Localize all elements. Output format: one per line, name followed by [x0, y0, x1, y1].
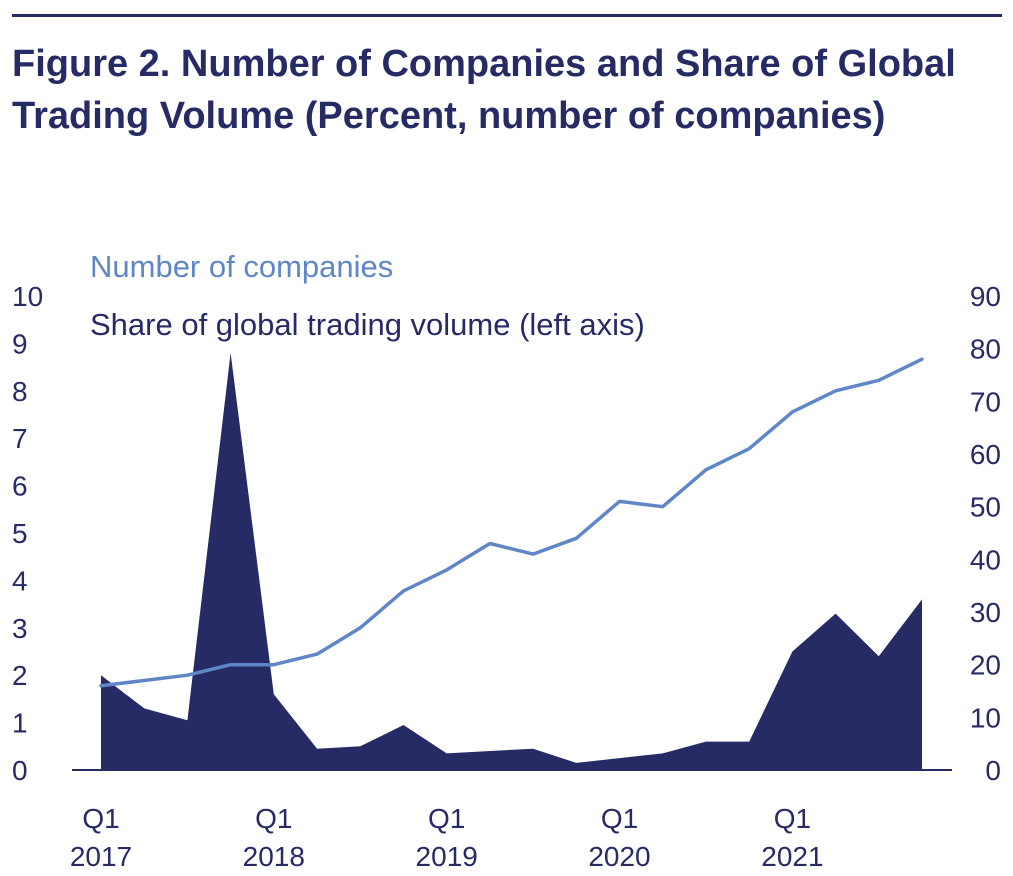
- right-axis-tick-label: 80: [970, 334, 1001, 365]
- right-axis-tick-label: 30: [970, 597, 1001, 628]
- figure-title: Figure 2. Number of Companies and Share …: [12, 43, 956, 137]
- right-axis-tick-label: 70: [970, 386, 1001, 417]
- right-axis-ticks: 0 10 20 30 40 50 60 70 80 90: [970, 281, 1001, 786]
- left-axis-tick-label: 5: [12, 518, 28, 549]
- left-axis-tick-label: 0: [12, 755, 28, 786]
- right-axis-tick-label: 60: [970, 439, 1001, 470]
- x-axis-tick-label: Q1: [774, 803, 811, 834]
- left-axis-tick-label: 9: [12, 328, 28, 359]
- x-axis-tick-label: 2018: [243, 841, 305, 872]
- left-axis-tick-label: 1: [12, 708, 28, 739]
- right-axis-tick-label: 20: [970, 650, 1001, 681]
- left-axis-tick-label: 3: [12, 613, 28, 644]
- right-axis-tick-label: 40: [970, 544, 1001, 575]
- series-area-share-of-global-trading-volume: [101, 352, 922, 770]
- x-axis-tick-label: Q1: [428, 803, 465, 834]
- right-axis-tick-label: 0: [985, 755, 1001, 786]
- left-axis-tick-label: 2: [12, 660, 28, 691]
- left-axis-ticks: 0 1 2 3 4 5 6 7 8 9 10: [12, 281, 43, 786]
- x-axis-tick-label: Q1: [601, 803, 638, 834]
- series-line-number-of-companies: [99, 357, 924, 688]
- line-layer: [99, 357, 924, 688]
- x-axis-tick-label: Q1: [255, 803, 292, 834]
- x-axis-tick-label: 2021: [761, 841, 823, 872]
- x-axis-tick-label: 2020: [588, 841, 650, 872]
- left-axis-tick-label: 4: [12, 565, 28, 596]
- x-axis-tick-label: Q1: [82, 803, 119, 834]
- x-axis-ticks: Q1 2017 Q1 2018 Q1 2019 Q1 2020 Q1 2021: [70, 803, 824, 872]
- left-axis-tick-label: 10: [12, 281, 43, 312]
- left-axis-tick-label: 8: [12, 376, 28, 407]
- left-axis-tick-label: 6: [12, 471, 28, 502]
- left-axis-tick-label: 7: [12, 423, 28, 454]
- legend-entry-share-of-global-trading-volume: Share of global trading volume (left axi…: [90, 307, 645, 342]
- right-axis-tick-label: 90: [970, 281, 1001, 312]
- right-axis-tick-label: 10: [970, 702, 1001, 733]
- right-axis-tick-label: 50: [970, 492, 1001, 523]
- x-axis-tick-label: 2017: [70, 841, 132, 872]
- x-axis-tick-label: 2019: [416, 841, 478, 872]
- top-rule: [12, 14, 1002, 17]
- legend: Number of companies Share of global trad…: [90, 249, 645, 342]
- legend-entry-number-of-companies: Number of companies: [90, 249, 393, 284]
- area-layer: [101, 352, 922, 770]
